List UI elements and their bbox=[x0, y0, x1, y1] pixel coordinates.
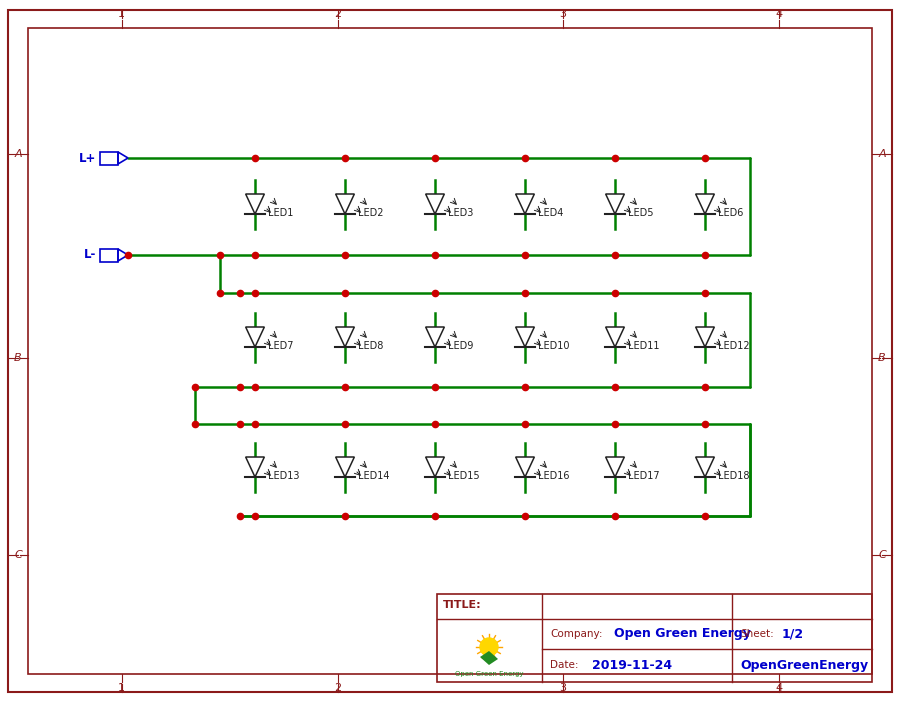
Text: 1: 1 bbox=[118, 9, 125, 19]
Text: LED1: LED1 bbox=[268, 208, 293, 218]
Polygon shape bbox=[246, 327, 265, 347]
Text: 2: 2 bbox=[334, 9, 341, 19]
Polygon shape bbox=[336, 457, 355, 477]
Text: LED7: LED7 bbox=[268, 341, 293, 351]
Text: 4: 4 bbox=[775, 683, 782, 693]
Polygon shape bbox=[606, 327, 625, 347]
Polygon shape bbox=[480, 651, 498, 665]
Text: LED15: LED15 bbox=[448, 471, 480, 481]
Polygon shape bbox=[516, 194, 535, 214]
Text: C: C bbox=[878, 550, 886, 559]
Text: LED18: LED18 bbox=[718, 471, 750, 481]
Bar bbox=[100, 249, 118, 262]
Polygon shape bbox=[336, 194, 355, 214]
Text: B: B bbox=[14, 353, 22, 363]
Text: LED16: LED16 bbox=[538, 471, 570, 481]
Text: LED10: LED10 bbox=[538, 341, 570, 351]
Text: LED9: LED9 bbox=[448, 341, 473, 351]
Text: 1: 1 bbox=[118, 683, 125, 693]
Polygon shape bbox=[426, 194, 445, 214]
Text: A: A bbox=[878, 150, 886, 159]
Text: LED12: LED12 bbox=[718, 341, 750, 351]
Text: LED13: LED13 bbox=[268, 471, 300, 481]
Bar bbox=[100, 152, 118, 165]
Text: B: B bbox=[878, 353, 886, 363]
Text: Sheet:: Sheet: bbox=[740, 629, 774, 639]
Text: Company:: Company: bbox=[550, 629, 602, 639]
Polygon shape bbox=[336, 327, 355, 347]
Text: C: C bbox=[14, 550, 22, 559]
Text: L-: L- bbox=[84, 249, 96, 262]
Text: 3: 3 bbox=[559, 683, 566, 693]
Text: LED3: LED3 bbox=[448, 208, 473, 218]
Text: LED4: LED4 bbox=[538, 208, 563, 218]
Text: LED8: LED8 bbox=[358, 341, 383, 351]
Text: LED14: LED14 bbox=[358, 471, 390, 481]
Polygon shape bbox=[426, 457, 445, 477]
Polygon shape bbox=[696, 327, 715, 347]
Polygon shape bbox=[246, 194, 265, 214]
Text: L+: L+ bbox=[78, 152, 96, 164]
Polygon shape bbox=[516, 457, 535, 477]
Polygon shape bbox=[606, 194, 625, 214]
Circle shape bbox=[480, 638, 498, 656]
Text: 4: 4 bbox=[775, 9, 782, 19]
Bar bbox=[437, 594, 872, 682]
Polygon shape bbox=[696, 457, 715, 477]
Text: 2: 2 bbox=[334, 683, 341, 693]
Text: Open Green Energy: Open Green Energy bbox=[454, 671, 523, 677]
Polygon shape bbox=[696, 194, 715, 214]
Polygon shape bbox=[606, 457, 625, 477]
Text: TITLE:: TITLE: bbox=[443, 600, 482, 610]
Text: LED5: LED5 bbox=[628, 208, 653, 218]
Text: 2019-11-24: 2019-11-24 bbox=[592, 659, 672, 672]
Text: LED2: LED2 bbox=[358, 208, 383, 218]
Text: OpenGreenEnergy: OpenGreenEnergy bbox=[740, 659, 868, 672]
Text: A: A bbox=[14, 150, 22, 159]
Text: 3: 3 bbox=[559, 9, 566, 19]
Text: LED6: LED6 bbox=[718, 208, 743, 218]
Text: Date:: Date: bbox=[550, 661, 579, 670]
Text: LED17: LED17 bbox=[628, 471, 660, 481]
Polygon shape bbox=[426, 327, 445, 347]
Polygon shape bbox=[516, 327, 535, 347]
Polygon shape bbox=[246, 457, 265, 477]
Text: LED11: LED11 bbox=[628, 341, 660, 351]
Text: 1/2: 1/2 bbox=[782, 628, 804, 640]
Text: Open Green Energy: Open Green Energy bbox=[614, 628, 751, 640]
